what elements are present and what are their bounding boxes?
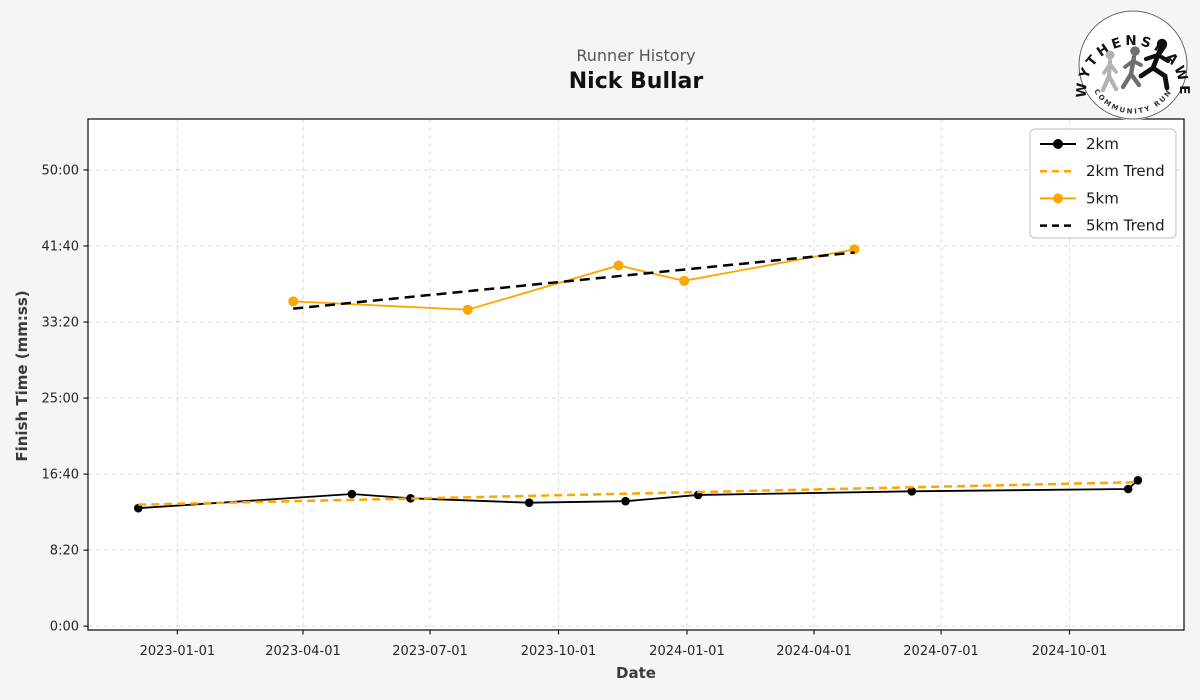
y-tick-label: 25:00 <box>42 392 79 407</box>
legend-marker-2km <box>1053 139 1063 149</box>
series-line-2km-trend <box>138 480 1138 506</box>
data-point-2km <box>1123 484 1133 494</box>
legend-marker-5km <box>1053 193 1063 204</box>
data-point-2km <box>133 503 143 513</box>
data-point-2km <box>907 487 917 496</box>
x-tick-label: 2023-07-01 <box>392 644 468 659</box>
y-tick-label: 0:00 <box>50 620 79 635</box>
x-tick-label: 2023-01-01 <box>140 644 216 659</box>
data-point-2km <box>621 496 630 506</box>
x-tick-label: 2024-01-01 <box>649 644 725 659</box>
data-point-5km <box>288 296 299 307</box>
chart-subtitle: Runner History <box>576 46 696 65</box>
club-logo: WYTHENSHAWE COMMUNITY RUN <box>1074 10 1189 120</box>
legend-label-5km-trend: 5km Trend <box>1086 217 1165 235</box>
logo-ring <box>1078 10 1188 120</box>
plot-area <box>88 119 1184 630</box>
data-point-2km <box>347 489 357 499</box>
chart-header: Runner History Nick Bullar <box>136 0 1136 94</box>
data-point-2km <box>1133 476 1143 485</box>
x-tick-label: 2024-10-01 <box>1032 644 1108 659</box>
y-tick-label: 8:20 <box>50 544 79 559</box>
x-tick-label: 2024-07-01 <box>903 644 979 659</box>
data-point-5km <box>679 275 690 286</box>
x-tick-label: 2024-04-01 <box>776 644 852 659</box>
y-tick-label: 16:40 <box>42 468 79 483</box>
data-point-2km <box>524 498 534 508</box>
series-line-5km-trend <box>293 251 855 310</box>
legend-label-2km-trend: 2km Trend <box>1086 162 1165 180</box>
plot-border <box>87 118 1185 631</box>
legend-label-2km: 2km <box>1086 135 1119 153</box>
data-point-5km <box>462 304 473 315</box>
data-point-5km <box>613 260 624 271</box>
y-tick-label: 33:20 <box>42 316 79 331</box>
legend-label-5km: 5km <box>1086 189 1119 207</box>
sprinter-runner-icon <box>1138 38 1171 91</box>
y-tick-label: 41:40 <box>42 239 79 254</box>
data-point-2km <box>406 493 415 503</box>
walker-runner-icon <box>1100 50 1119 93</box>
x-axis-label: Date <box>616 664 656 682</box>
x-tick-label: 2023-04-01 <box>265 644 341 659</box>
y-tick-label: 50:00 <box>42 163 79 178</box>
x-tick-label: 2023-10-01 <box>521 644 597 659</box>
jogger-runner-icon <box>1120 46 1143 90</box>
legend-box <box>1029 128 1177 239</box>
chart-title: Nick Bullar <box>568 69 704 94</box>
